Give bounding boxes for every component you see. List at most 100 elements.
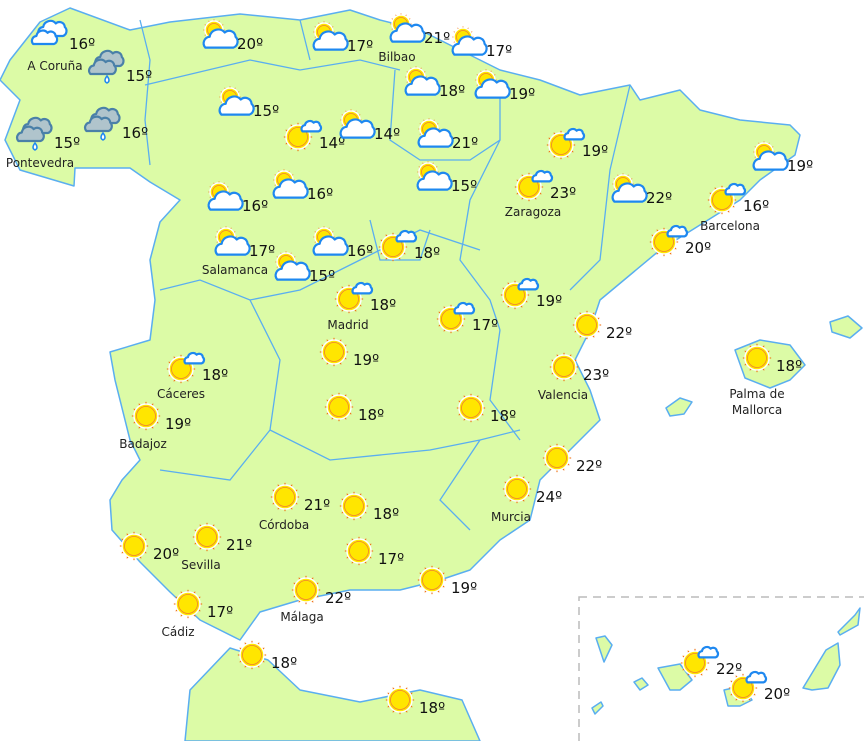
ibiza <box>665 397 693 417</box>
temperature: 21º <box>304 496 331 514</box>
sun-small-cloud-icon <box>677 643 720 679</box>
partly-cloudy-icon <box>203 180 244 216</box>
sun-small-cloud-icon <box>725 668 768 704</box>
sunny-icon <box>380 682 420 718</box>
temperature: 16º <box>347 242 374 260</box>
temperature: 18º <box>373 505 400 523</box>
temperature: 16º <box>743 197 770 215</box>
region-borders <box>139 19 631 531</box>
partly-cloudy-icon <box>385 12 426 48</box>
temperature: 22º <box>606 324 633 342</box>
partly-cloudy-icon <box>270 250 311 286</box>
temperature: 19º <box>509 85 536 103</box>
sunny-icon <box>412 562 452 598</box>
temperature: 14º <box>374 125 401 143</box>
temperature: 14º <box>319 134 346 152</box>
rain-icon <box>87 49 127 86</box>
sunny-icon <box>286 572 326 608</box>
rain-icon <box>15 116 55 153</box>
temperature: 23º <box>550 184 577 202</box>
sunny-icon <box>737 340 777 376</box>
temperature: 17º <box>472 316 499 334</box>
temperature: 18º <box>358 406 385 424</box>
sun-small-cloud-icon <box>497 275 540 311</box>
partly-cloudy-icon <box>198 18 239 54</box>
sunny-icon <box>265 479 305 515</box>
sun-small-cloud-icon <box>433 299 476 335</box>
temperature: 18º <box>439 82 466 100</box>
sunny-icon <box>451 390 491 426</box>
city-label: Badajoz <box>119 437 167 451</box>
menorca <box>829 315 863 339</box>
temperature: 20º <box>153 545 180 563</box>
sunny-icon <box>232 637 272 673</box>
temperature: 15º <box>451 177 478 195</box>
temperature: 15º <box>253 102 280 120</box>
temperature: 19º <box>787 157 814 175</box>
partly-cloudy-icon <box>400 65 441 101</box>
partly-cloudy-icon <box>413 117 454 153</box>
partly-cloudy-icon <box>214 85 255 121</box>
city-label: Salamanca <box>201 263 269 277</box>
sun-small-cloud-icon <box>331 279 374 315</box>
partly-cloudy-icon <box>210 225 251 261</box>
sunny-icon <box>314 334 354 370</box>
city-label: A Coruña <box>27 59 83 73</box>
temperature: 22º <box>325 589 352 607</box>
temperature: 17º <box>207 603 234 621</box>
sun-small-cloud-icon <box>280 117 323 153</box>
peninsula <box>0 7 801 641</box>
sunny-icon <box>567 307 607 343</box>
temperature: 19º <box>536 292 563 310</box>
temperature: 19º <box>582 142 609 160</box>
fuerteventura <box>802 642 841 691</box>
north-africa <box>184 647 481 741</box>
temperature: 17º <box>347 37 374 55</box>
temperature: 20º <box>685 239 712 257</box>
partly-cloudy-icon <box>748 140 789 176</box>
sunny-icon <box>544 349 584 385</box>
partly-cloudy-icon <box>412 160 453 196</box>
partly-cloudy-icon <box>447 25 488 61</box>
temperature: 15º <box>54 134 81 152</box>
partly-cloudy-icon <box>268 168 309 204</box>
city-label: Cáceres <box>156 387 206 401</box>
sunny-icon <box>497 471 537 507</box>
sunny-icon <box>168 586 208 622</box>
temperature: 18º <box>202 366 229 384</box>
city-label: Cádiz <box>161 625 195 639</box>
temperature: 16º <box>122 124 149 142</box>
temperature: 17º <box>378 550 405 568</box>
temperature: 15º <box>309 267 336 285</box>
city-label: Zaragoza <box>504 205 562 219</box>
la-gomera <box>633 677 649 691</box>
city-label: Palma de Mallorca <box>729 387 785 417</box>
temperature: 19º <box>451 579 478 597</box>
temperature: 18º <box>776 357 803 375</box>
temperature: 19º <box>353 351 380 369</box>
cloudy-icon <box>30 18 70 54</box>
city-label: Bilbao <box>378 50 416 64</box>
sunny-icon <box>114 528 154 564</box>
temperature: 18º <box>414 244 441 262</box>
sunny-icon <box>537 440 577 476</box>
sunny-icon <box>339 533 379 569</box>
sunny-icon <box>319 389 359 425</box>
temperature: 21º <box>452 134 479 152</box>
tenerife <box>657 663 693 691</box>
city-label: Murcia <box>491 510 531 524</box>
temperature: 19º <box>165 415 192 433</box>
temperature: 20º <box>237 35 264 53</box>
temperature: 22º <box>716 660 743 678</box>
temperature: 22º <box>576 457 603 475</box>
la-palma <box>595 635 613 663</box>
temperature: 16º <box>307 185 334 203</box>
city-label: Pontevedra <box>5 156 75 170</box>
sunny-icon <box>126 398 166 434</box>
partly-cloudy-icon <box>308 20 349 56</box>
temperature: 24º <box>536 488 563 506</box>
city-label: Córdoba <box>258 518 310 532</box>
partly-cloudy-icon <box>308 225 349 261</box>
